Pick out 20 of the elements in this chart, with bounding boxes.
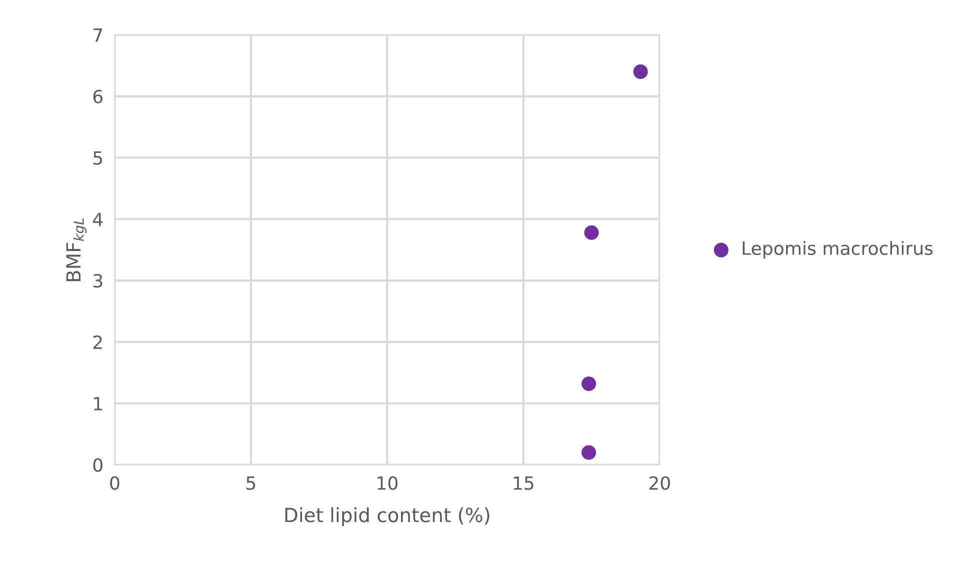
x-tick-label: 10 xyxy=(378,476,398,490)
x-tick-label: 20 xyxy=(649,476,670,490)
y-tick-label: 1 xyxy=(94,397,102,410)
y-tick-label: 6 xyxy=(93,90,102,104)
point xyxy=(584,225,599,240)
y-tick-label: 7 xyxy=(94,28,102,42)
x-tick-label: 5 xyxy=(246,476,256,490)
y-axis-title: BMF$_{kgL}$ xyxy=(66,218,87,282)
x-tick-label: 0 xyxy=(110,476,120,490)
point xyxy=(633,64,648,79)
y-tick-label: 4 xyxy=(93,212,103,226)
point xyxy=(582,445,596,460)
legend-label: Lepomis macrochirus xyxy=(742,241,933,259)
point xyxy=(582,376,596,392)
y-tick-label: 2 xyxy=(93,335,102,349)
x-axis-title: Diet lipid content (%) xyxy=(285,507,490,526)
y-tick-label: 5 xyxy=(94,151,102,165)
x-tick-label: 15 xyxy=(514,476,534,490)
y-tick-label: 0 xyxy=(93,458,102,472)
y-tick-label: 3 xyxy=(94,274,102,288)
